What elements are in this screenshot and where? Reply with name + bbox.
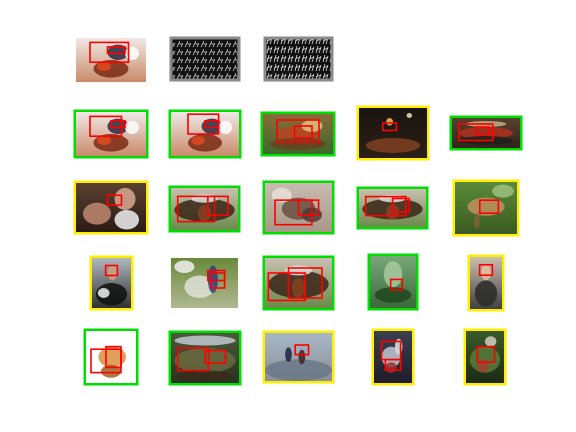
photo-thumbnail <box>455 182 517 234</box>
detection-box <box>204 349 227 364</box>
result-cell <box>73 180 149 235</box>
photo-thumbnail <box>76 183 146 232</box>
detection-box <box>274 199 313 226</box>
result-cell <box>73 109 149 159</box>
detection-box <box>384 358 402 371</box>
result-cell <box>262 255 335 311</box>
detection-box <box>287 267 323 299</box>
query-image <box>76 38 146 82</box>
photo-thumbnail <box>374 331 412 383</box>
photo-thumbnail <box>171 258 238 308</box>
photo-thumbnail <box>171 188 238 230</box>
result-cell <box>168 109 242 159</box>
result-cell <box>449 115 523 151</box>
result-cell <box>463 328 507 386</box>
detection-box <box>293 125 313 139</box>
detection-box <box>478 263 494 276</box>
photo-thumbnail <box>470 257 502 309</box>
photo-thumbnail <box>263 114 333 154</box>
result-cell <box>89 255 134 311</box>
detection-box <box>89 115 123 138</box>
detection-box <box>381 122 398 132</box>
result-cell <box>171 258 238 308</box>
photo-thumbnail <box>92 258 131 308</box>
photo-thumbnail <box>452 118 520 148</box>
photo-thumbnail <box>76 112 146 156</box>
feature-map-1 <box>169 36 241 82</box>
detection-box <box>476 345 496 364</box>
photo-thumbnail <box>86 331 136 383</box>
result-cell <box>367 253 419 311</box>
result-cell <box>168 330 242 386</box>
detection-box <box>297 199 320 216</box>
detection-box <box>89 41 130 64</box>
result-cell <box>467 254 505 312</box>
detection-box <box>106 194 123 206</box>
feature-map-2 <box>263 36 334 82</box>
detection-box <box>267 272 307 302</box>
result-cell <box>168 185 241 233</box>
detection-box <box>294 344 310 356</box>
detection-box <box>104 264 119 277</box>
detection-box <box>391 197 411 213</box>
query-row <box>76 36 334 82</box>
photo-thumbnail <box>265 333 332 382</box>
result-cell <box>452 179 520 237</box>
results-grid <box>73 105 523 386</box>
detection-box <box>478 199 500 214</box>
photo-thumbnail <box>359 108 427 158</box>
detection-box <box>210 272 226 289</box>
detection-box <box>204 120 220 129</box>
detection-box <box>110 120 126 129</box>
result-cell <box>262 180 335 235</box>
result-cell <box>83 328 139 386</box>
detection-box <box>389 278 404 291</box>
detection-box <box>364 195 407 217</box>
detection-box <box>177 347 210 372</box>
photo-thumbnail <box>265 258 332 308</box>
detection-box <box>176 195 216 223</box>
detection-box <box>207 195 229 217</box>
detection-box <box>474 126 491 136</box>
photo-thumbnail <box>370 256 416 308</box>
detection-box <box>457 123 494 142</box>
photo-thumbnail <box>171 112 239 156</box>
detection-box <box>276 119 320 143</box>
detection-box <box>106 45 126 55</box>
result-cell <box>371 328 415 386</box>
result-cell <box>262 330 335 384</box>
result-cell <box>356 105 430 161</box>
result-cell <box>356 186 429 230</box>
result-cell <box>260 111 336 157</box>
photo-thumbnail <box>466 331 504 383</box>
detection-box <box>105 345 122 369</box>
photo-thumbnail <box>76 38 146 82</box>
